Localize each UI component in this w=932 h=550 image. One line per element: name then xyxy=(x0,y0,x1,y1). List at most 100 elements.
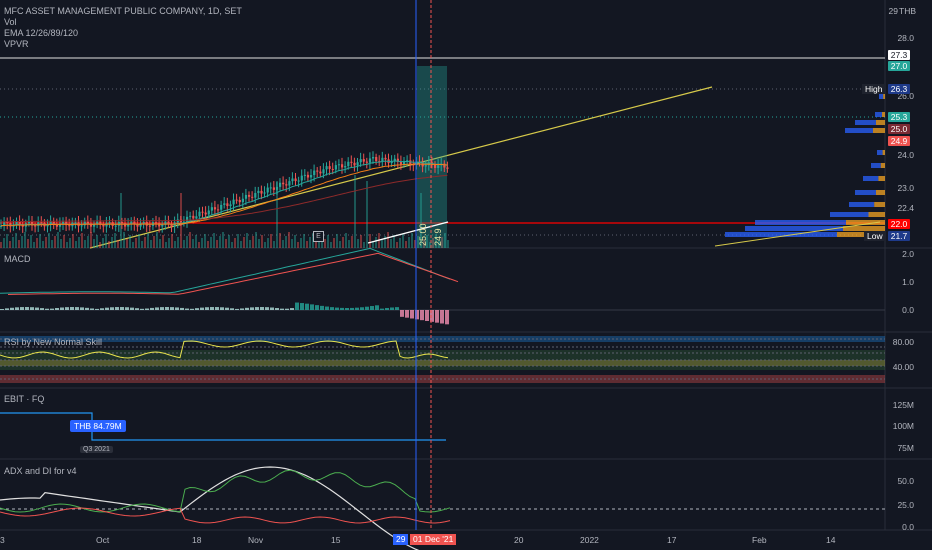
candle-body xyxy=(65,221,68,226)
volume-bar xyxy=(69,238,71,248)
volume-bar xyxy=(168,238,170,248)
candle-body xyxy=(198,211,201,217)
candle-body xyxy=(285,184,288,186)
macd-histogram-bar xyxy=(265,307,269,310)
price-tick: 29 xyxy=(888,6,898,16)
volume-bar xyxy=(102,238,104,248)
macd-histogram-bar xyxy=(100,308,104,310)
vpvr-bar xyxy=(874,202,885,207)
macd-histogram-bar xyxy=(345,307,349,310)
volume-bar xyxy=(12,237,14,248)
vpvr-bar xyxy=(882,112,885,117)
candle-body xyxy=(139,223,142,227)
price-tag-25-0: 25.0 xyxy=(888,124,910,134)
candle-body xyxy=(182,221,186,223)
volume-bar xyxy=(219,236,221,248)
macd-histogram-bar xyxy=(85,307,89,310)
volume-bar xyxy=(210,237,212,248)
macd-histogram-bar xyxy=(390,307,394,310)
adx-axis-tick: 25.0 xyxy=(897,500,914,510)
price-tick: 24.0 xyxy=(897,150,914,160)
macd-histogram-bar xyxy=(135,308,139,310)
candle-body xyxy=(390,161,393,164)
volume-bar xyxy=(39,234,41,248)
volume-bar xyxy=(246,233,248,248)
ebit-value-label[interactable]: THB 84.79M xyxy=(70,420,126,432)
macd-line xyxy=(0,247,451,294)
candle-body xyxy=(347,161,350,167)
price-tick: 22.4 xyxy=(897,203,914,213)
adx-axis-tick: 50.0 xyxy=(897,476,914,486)
candle-body xyxy=(334,165,337,170)
candle-body xyxy=(254,193,257,198)
candle-body xyxy=(403,161,406,165)
volume-bar xyxy=(177,237,179,248)
rsi-pane-label[interactable]: RSI by New Normal Skill xyxy=(4,337,103,347)
candle-body xyxy=(384,157,387,160)
volume-bar xyxy=(375,237,377,248)
volume-bar xyxy=(276,181,278,248)
candle-body xyxy=(331,168,334,170)
macd-histogram-bar xyxy=(40,308,44,310)
macd-histogram-bar xyxy=(35,307,39,310)
volume-bar xyxy=(63,235,65,248)
macd-pane-label[interactable]: MACD xyxy=(4,254,31,264)
volume-bar xyxy=(252,236,254,248)
candle-body xyxy=(195,216,198,219)
candle-body xyxy=(68,225,71,227)
volume-bar xyxy=(66,242,68,248)
candle-body xyxy=(133,221,136,225)
macd-histogram-bar xyxy=(250,307,254,310)
candle-body xyxy=(74,222,77,224)
adx-pane-label[interactable]: ADX and DI for v4 xyxy=(4,466,77,476)
candle-body xyxy=(381,157,384,162)
indicator-vol-label[interactable]: Vol xyxy=(4,17,17,27)
volume-bar xyxy=(234,238,236,248)
adx-axis-tick: 0.0 xyxy=(902,522,914,532)
macd-histogram-bar xyxy=(315,305,319,310)
candle-body xyxy=(89,223,93,227)
volume-bar xyxy=(423,239,425,248)
candle-body xyxy=(189,215,192,217)
macd-histogram-bar xyxy=(335,307,339,310)
currency-label[interactable]: THB xyxy=(899,6,916,16)
volume-bar xyxy=(165,242,167,248)
earnings-badge[interactable]: E xyxy=(313,231,324,242)
ebit-pane-label[interactable]: EBIT · FQ xyxy=(4,394,45,404)
macd-histogram-bar xyxy=(130,307,134,310)
indicator-vpvr-label[interactable]: VPVR xyxy=(4,39,29,49)
volume-bar xyxy=(126,239,128,248)
x-axis-label: 14 xyxy=(826,535,836,545)
candle-body xyxy=(186,216,189,222)
candle-body xyxy=(266,187,269,193)
macd-histogram-bar xyxy=(115,307,119,310)
volume-bar xyxy=(387,232,389,248)
macd-signal-line xyxy=(7,252,459,295)
volume-bar xyxy=(141,241,143,248)
macd-histogram-bar xyxy=(340,307,344,310)
volume-bar xyxy=(18,240,20,248)
candle-body xyxy=(155,222,158,224)
indicator-ema-label[interactable]: EMA 12/26/89/120 xyxy=(4,28,79,38)
candle-body xyxy=(368,158,372,163)
vpvr-bar xyxy=(879,94,884,99)
volume-bar xyxy=(45,237,47,248)
candle-body xyxy=(396,158,399,162)
ebit-axis-tick: 100M xyxy=(892,421,914,431)
volume-bar xyxy=(21,236,23,248)
x-axis-label: 2022 xyxy=(580,535,599,545)
price-tag-last: 25.3 xyxy=(888,112,910,122)
macd-histogram-bar xyxy=(280,308,284,310)
price-tag-high: 26.3 xyxy=(888,84,910,94)
price-tick: 28.0 xyxy=(897,33,914,43)
macd-histogram-bar xyxy=(320,305,324,310)
macd-histogram-bar xyxy=(435,310,439,323)
candle-body xyxy=(399,161,403,165)
volume-bar xyxy=(390,239,392,248)
macd-histogram-bar xyxy=(290,308,294,310)
volume-bar xyxy=(24,232,26,248)
volume-bar xyxy=(273,241,275,248)
volume-bar xyxy=(357,239,359,248)
drawing-label: 24.9 xyxy=(433,228,443,246)
